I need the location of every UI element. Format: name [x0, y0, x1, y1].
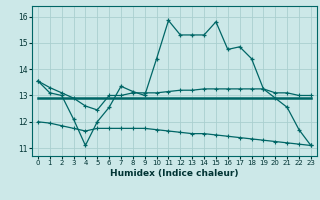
X-axis label: Humidex (Indice chaleur): Humidex (Indice chaleur): [110, 169, 239, 178]
